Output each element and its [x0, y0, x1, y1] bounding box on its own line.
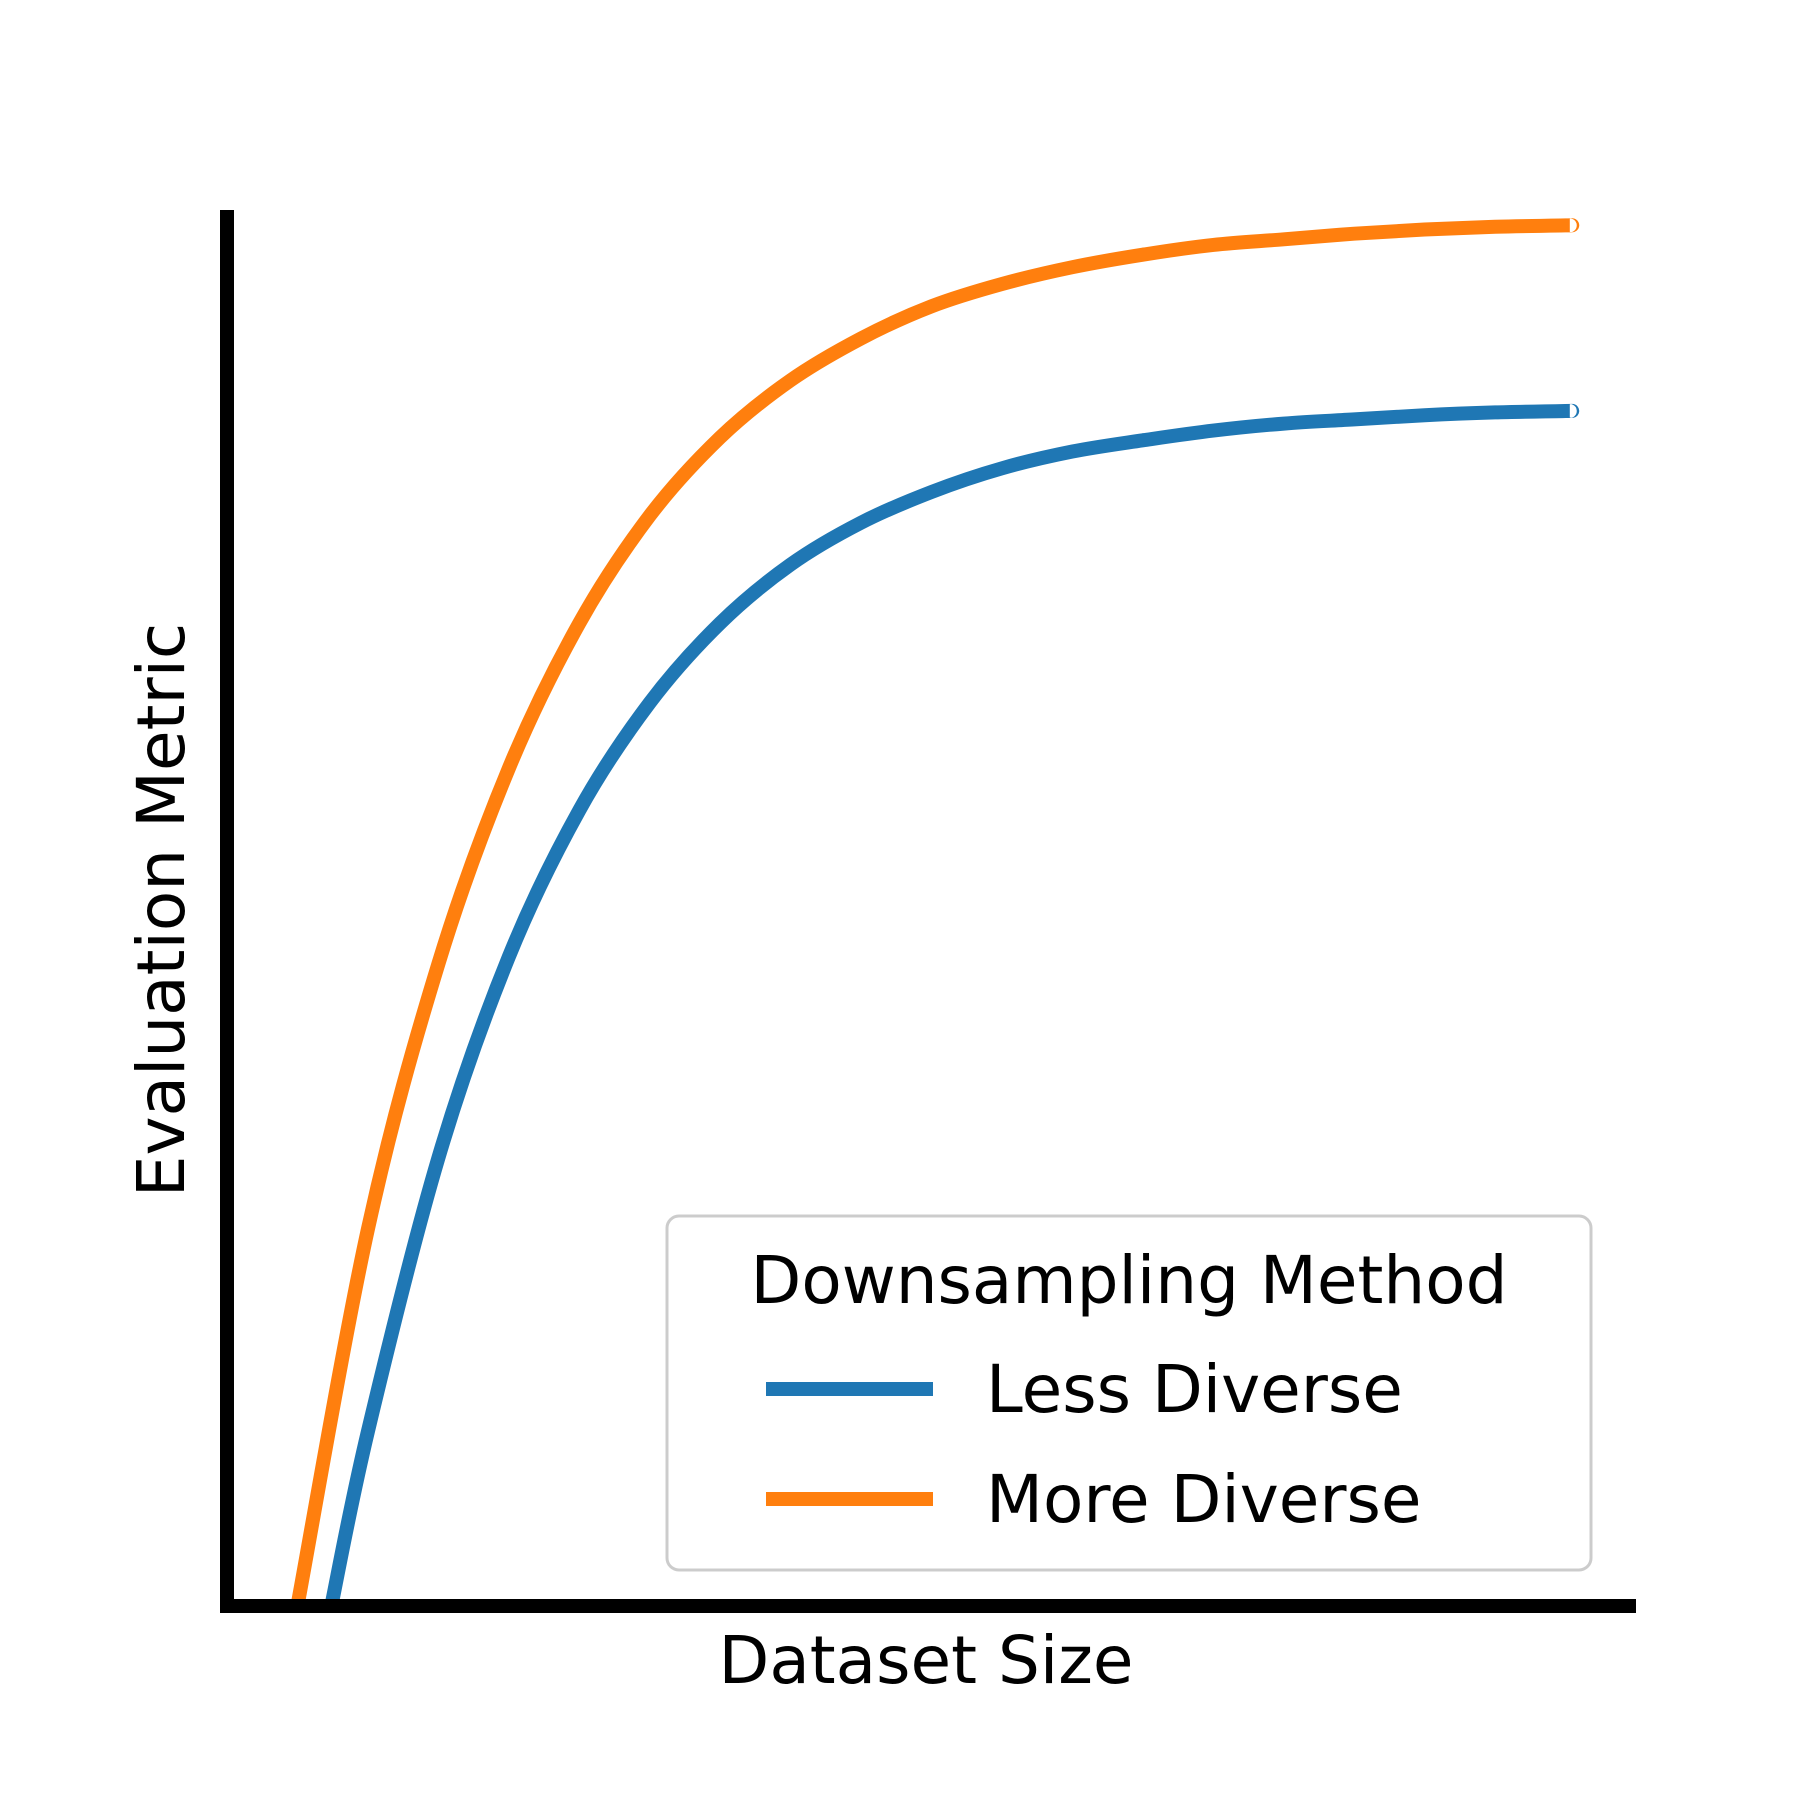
series-line-less-diverse	[324, 403, 1580, 1608]
legend-frame	[665, 1214, 1593, 1572]
x-axis-label: Dataset Size	[719, 1622, 1134, 1699]
legend-label-more-diverse: More Diverse	[986, 1461, 1422, 1538]
y-axis-label: Evaluation Metric	[123, 623, 200, 1197]
series-line-more-diverse	[290, 218, 1580, 1608]
legend: Downsampling Method Less Diverse More Di…	[665, 1214, 1593, 1572]
legend-label-less-diverse: Less Diverse	[986, 1351, 1403, 1428]
series-layer	[290, 218, 1580, 1608]
legend-title: Downsampling Method	[751, 1242, 1508, 1319]
